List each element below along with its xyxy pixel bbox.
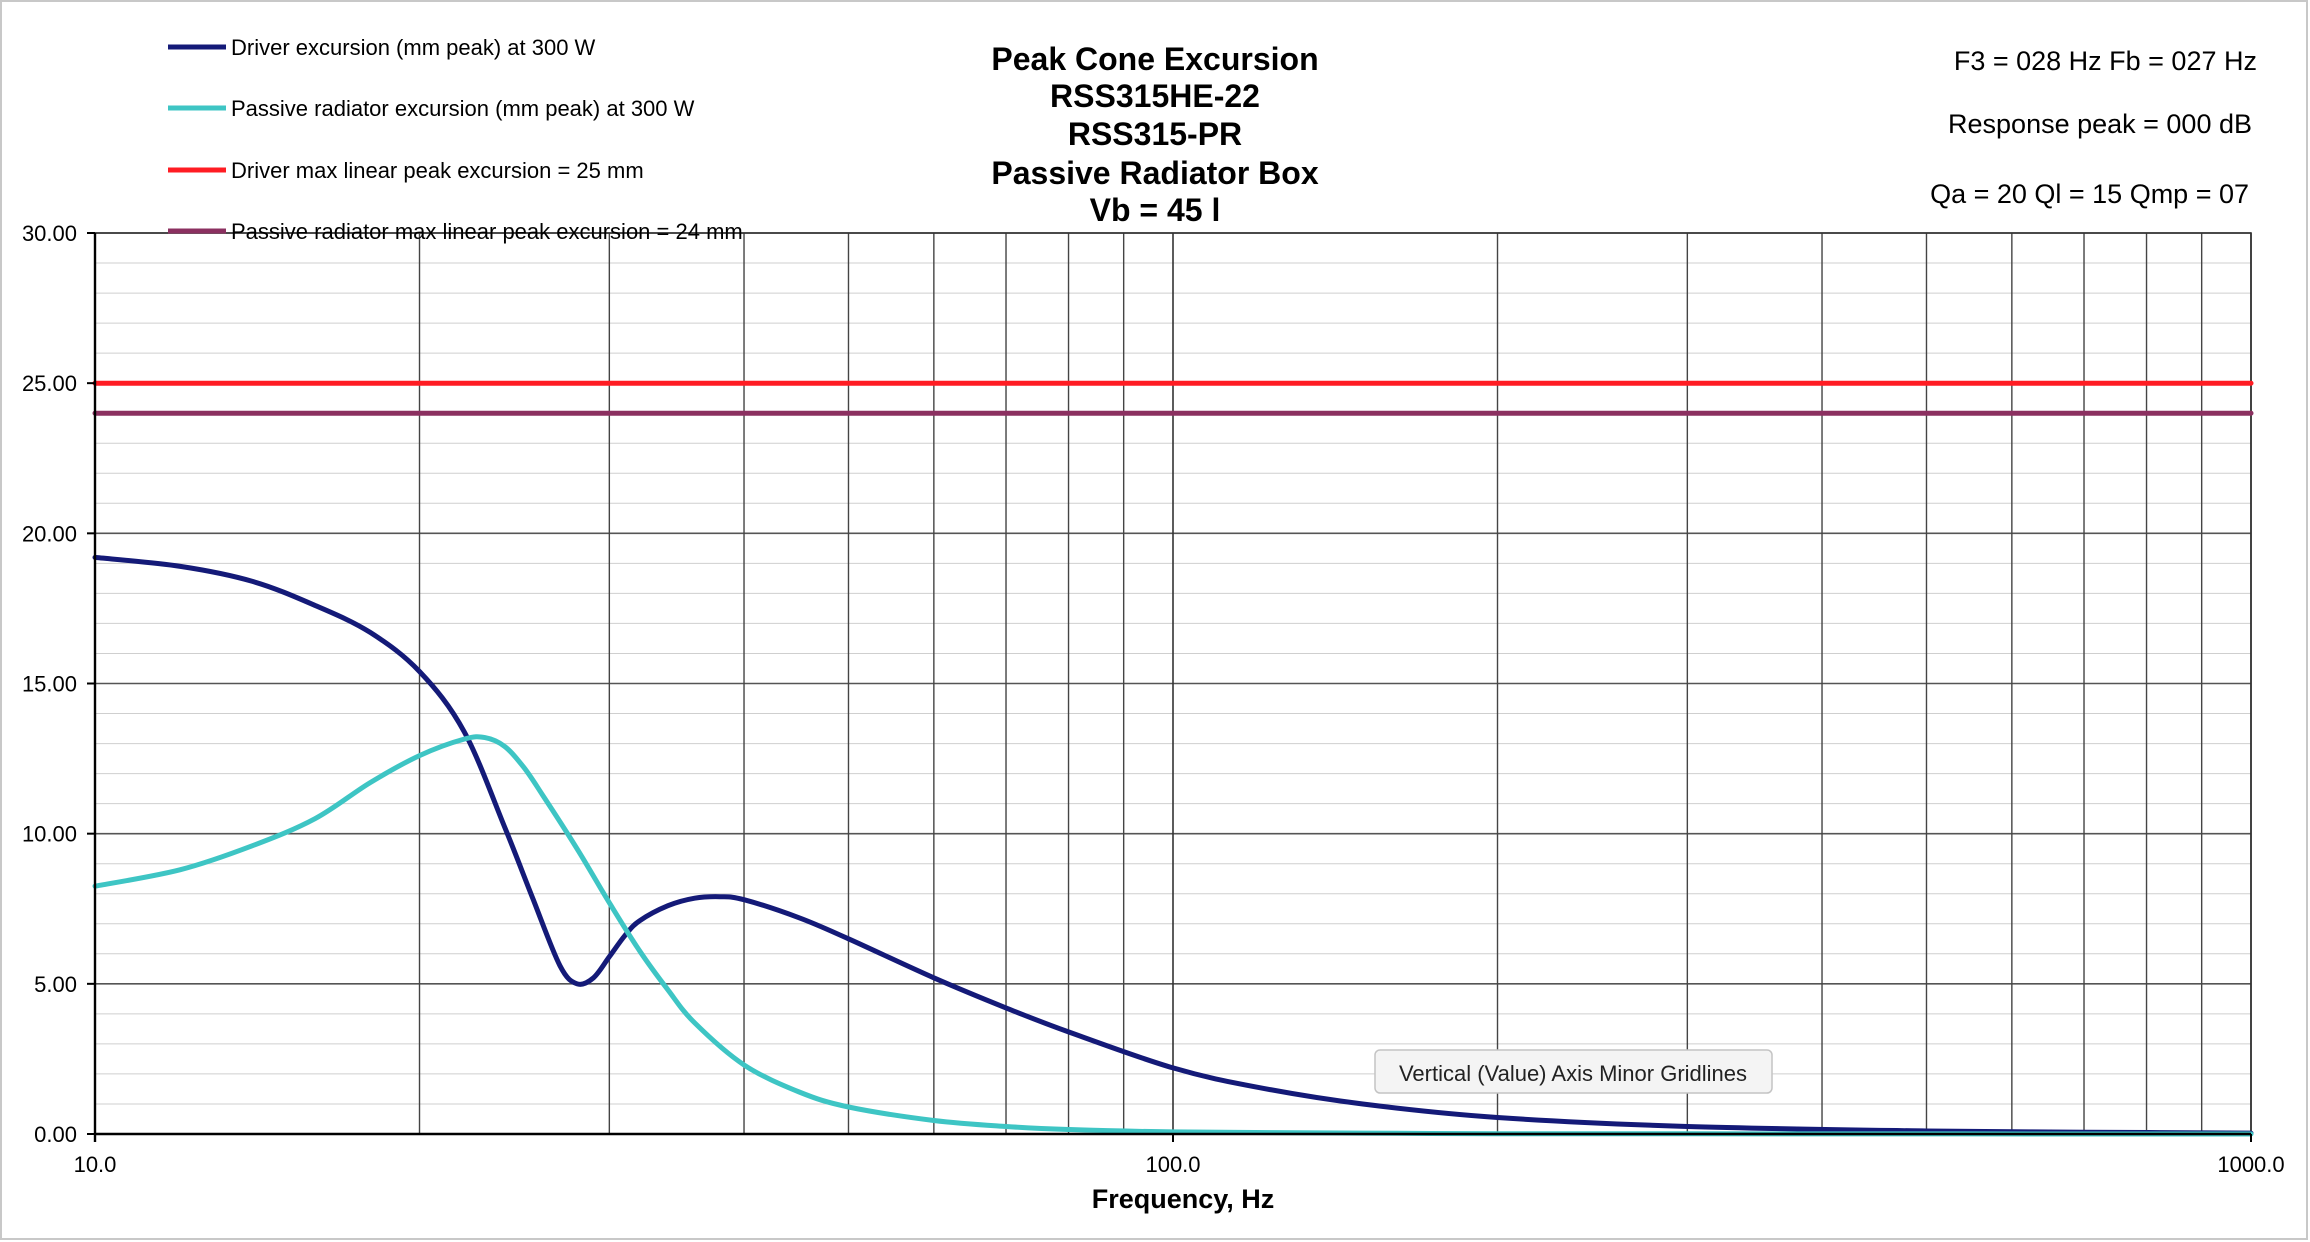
x-tick-label: 1000.0 <box>2217 1152 2284 1177</box>
tooltip-text: Vertical (Value) Axis Minor Gridlines <box>1399 1061 1747 1086</box>
y-tick-label: 10.00 <box>22 822 77 847</box>
chart-title-line-5: Vb = 45 l <box>1090 192 1221 228</box>
y-tick-label: 0.00 <box>34 1122 77 1147</box>
x-tick-label: 100.0 <box>1145 1152 1200 1177</box>
tooltip: Vertical (Value) Axis Minor Gridlines <box>1374 1049 1773 1094</box>
y-tick-label: 20.00 <box>22 521 77 546</box>
legend-label: Driver max linear peak excursion = 25 mm <box>231 158 644 183</box>
driver-excursion-line[interactable] <box>92 554 2254 1136</box>
legend-driver-excursion[interactable]: Driver excursion (mm peak) at 300 W <box>168 35 596 60</box>
chart-title-line-1: Peak Cone Excursion <box>991 41 1318 77</box>
y-tick-label: 15.00 <box>22 672 77 697</box>
y-tick-label: 5.00 <box>34 972 77 997</box>
legend-driver-max-excursion[interactable]: Driver max linear peak excursion = 25 mm <box>168 158 644 183</box>
chart-title-line-2: RSS315HE-22 <box>1050 78 1260 114</box>
legend-label: Driver excursion (mm peak) at 300 W <box>231 35 596 60</box>
info-q-values: Qa = 20 Ql = 15 Qmp = 07 <box>1930 179 2249 209</box>
legend-label: Passive radiator excursion (mm peak) at … <box>231 96 695 121</box>
chart-title: Peak Cone Excursion RSS315HE-22 RSS315-P… <box>991 41 1318 228</box>
info-block: F3 = 028 Hz Fb = 027 Hz Response peak = … <box>1930 46 2257 209</box>
chart-title-line-3: RSS315-PR <box>1068 116 1242 152</box>
x-axis-label: Frequency, Hz <box>1092 1184 1275 1214</box>
legend-passive-radiator-max-excursion[interactable]: Passive radiator max linear peak excursi… <box>168 219 743 244</box>
y-tick-label: 25.00 <box>22 371 77 396</box>
legend-passive-radiator-excursion[interactable]: Passive radiator excursion (mm peak) at … <box>168 96 695 121</box>
info-f3-fb: F3 = 028 Hz Fb = 027 Hz <box>1954 46 2257 76</box>
info-response-peak: Response peak = 000 dB <box>1948 109 2252 139</box>
y-tick-label: 30.00 <box>22 221 77 246</box>
x-tick-label: 10.0 <box>74 1152 117 1177</box>
axis-layer: 0.00 5.00 10.00 15.00 20.00 25.00 30.00 10.0 100… <box>22 221 2285 1177</box>
chart-title-line-4: Passive Radiator Box <box>991 155 1318 191</box>
legend[interactable]: Driver excursion (mm peak) at 300 W Passi… <box>168 35 743 244</box>
legend-label: Passive radiator max linear peak excursi… <box>231 219 743 244</box>
tooltip-box <box>1374 1049 1773 1094</box>
